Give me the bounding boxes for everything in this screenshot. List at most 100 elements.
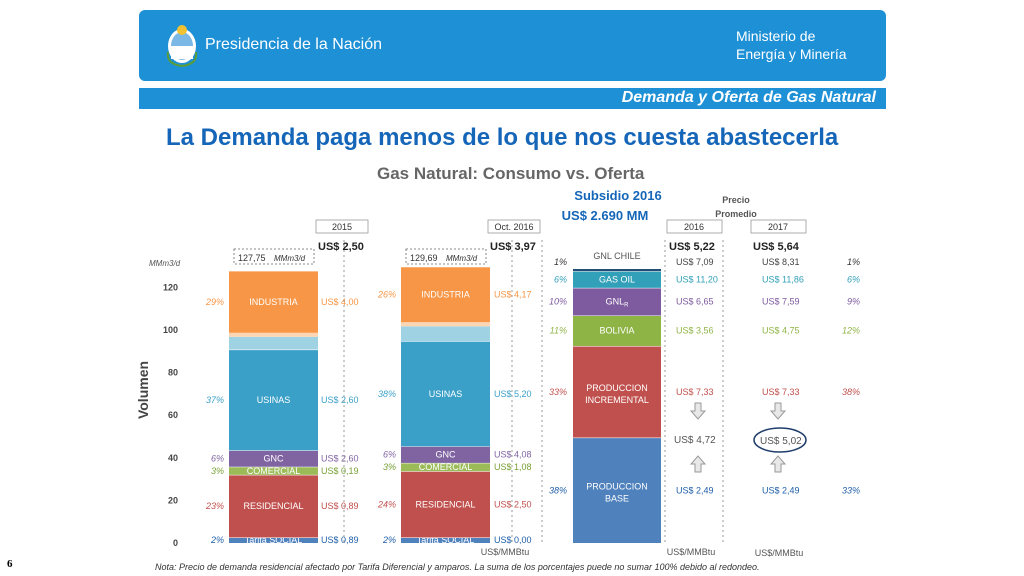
supply-segment-gnl xyxy=(573,287,661,316)
bar-segment-comercial xyxy=(401,462,490,472)
segment-price: US$ 2,50 xyxy=(494,499,532,509)
supply-percent-2017: 6% xyxy=(847,275,860,285)
supply-price-2016: US$ 6,65 xyxy=(676,297,714,307)
segment-price: US$ 2,60 xyxy=(321,395,359,405)
local-price-2017: US$ 5,02 xyxy=(760,436,802,447)
header-banner xyxy=(139,10,886,81)
bar-segment-industria xyxy=(401,266,490,323)
presidency-label: Presidencia de la Nación xyxy=(205,36,382,53)
supply-percent-2016: 1% xyxy=(554,257,567,267)
slide-title: La Demanda paga menos de lo que nos cues… xyxy=(166,124,839,151)
bar-segment-gnc xyxy=(401,446,490,463)
year-label: 2017 xyxy=(768,222,788,232)
total-box xyxy=(233,248,315,265)
segment-percent: 23% xyxy=(205,501,224,511)
supply-percent-2016: 38% xyxy=(549,485,567,495)
supply-percent-2016: 11% xyxy=(550,326,567,336)
chart-title: Gas Natural: Consumo vs. Oferta xyxy=(377,164,645,183)
bar-segment-tarifa-social xyxy=(229,537,318,543)
supply-percent-2017: 33% xyxy=(842,485,860,495)
segment-label: Tarifa SOCIAL xyxy=(245,535,303,545)
segment-price: US$ 0,89 xyxy=(321,501,359,511)
price-unit-label: US$/MMBtu xyxy=(481,547,530,557)
bar-segment-industria xyxy=(229,270,318,333)
year-tag-box xyxy=(666,219,723,234)
y-tick-label: 40 xyxy=(168,453,178,463)
segment-percent: 26% xyxy=(377,289,396,299)
year-tag-box xyxy=(750,219,807,234)
y-tick-label: 100 xyxy=(163,325,178,335)
segment-price: US$ 0,19 xyxy=(321,466,359,476)
segment-label: USINAS xyxy=(257,395,291,405)
bar-segment-gnc xyxy=(229,450,318,467)
period-label: Oct. 2016 xyxy=(494,222,533,232)
segment-label: Tarifa SOCIAL xyxy=(417,535,475,545)
bar-segment-band xyxy=(401,322,490,327)
segment-label: BOLIVIA xyxy=(599,326,634,336)
supply-price-2017: US$ 2,49 xyxy=(762,485,800,495)
segment-price: US$ 2,60 xyxy=(321,454,359,464)
y-tick-label: 0 xyxy=(173,538,178,548)
y-tick-label: 60 xyxy=(168,410,178,420)
y-tick-label: 20 xyxy=(168,495,178,505)
supply-price-2017: US$ 8,31 xyxy=(762,257,800,267)
bar-segment-band xyxy=(229,336,318,350)
total-value: 127,75 xyxy=(238,253,266,263)
y-tick-label: 120 xyxy=(163,282,178,292)
supply-percent-2017: 9% xyxy=(847,297,860,307)
segment-percent: 2% xyxy=(210,535,224,545)
supply-price-2016: US$ 7,33 xyxy=(676,387,714,397)
supply-percent-2017: 12% xyxy=(842,326,860,336)
bar-segment-tarifa-social xyxy=(401,537,490,543)
supply-percent-2016: 6% xyxy=(554,275,567,285)
segment-percent: 2% xyxy=(382,535,396,545)
segment-price: US$ 0,89 xyxy=(321,535,359,545)
subsidy-label: Subsidio 2016 xyxy=(574,188,661,203)
page-number: 6 xyxy=(7,558,13,570)
segment-label: RESIDENCIAL xyxy=(243,501,303,511)
year-label: 2016 xyxy=(684,222,704,232)
supply-price-2017: US$ 4,75 xyxy=(762,326,800,336)
segment-percent: 3% xyxy=(383,462,396,472)
total-unit: MMm3/d xyxy=(274,254,306,263)
supply-segment-gas-oil xyxy=(573,271,661,288)
supply-segment-produccion-base xyxy=(573,437,661,543)
segment-label: PRODUCCION xyxy=(586,383,648,393)
supply-price-2017: US$ 7,33 xyxy=(762,387,800,397)
section-bar: Demanda y Oferta de Gas Natural xyxy=(139,88,886,109)
y-tick-label: 80 xyxy=(168,368,178,378)
supply-average-price: US$ 5,64 xyxy=(753,241,800,253)
supply-price-2016: US$ 11,20 xyxy=(676,275,718,285)
y-unit-label: MMm3/d xyxy=(149,259,181,268)
supply-price-2016: US$ 3,56 xyxy=(676,326,714,336)
segment-price: US$ 4,08 xyxy=(494,450,532,460)
arrow-up-icon xyxy=(689,455,707,473)
supply-price-2017: US$ 11,86 xyxy=(762,275,804,285)
supply-percent-2016: 10% xyxy=(549,297,567,307)
highlight-ellipse xyxy=(753,427,807,453)
segment-price: US$ 4,00 xyxy=(321,297,359,307)
segment-percent: 37% xyxy=(206,395,224,405)
arrow-down-icon xyxy=(769,402,787,420)
price-unit-label: US$/MMBtu xyxy=(755,548,804,558)
segment-label: INDUSTRIA xyxy=(249,297,298,307)
segment-percent: 6% xyxy=(211,454,224,464)
supply-segment-gnl-chile xyxy=(573,268,661,272)
bar-segment-band xyxy=(229,332,318,337)
segment-label: BASE xyxy=(605,493,629,503)
ministry-line-2: Energía y Minería xyxy=(736,46,847,62)
segment-label: USINAS xyxy=(429,389,463,399)
bar-segment-residencial xyxy=(401,471,490,538)
average-price: US$ 2,50 xyxy=(318,241,364,253)
ministry-label: Ministerio de Energía y Minería xyxy=(736,27,847,63)
segment-label: GNC xyxy=(264,454,285,464)
segment-percent: 29% xyxy=(205,297,224,307)
price-header: Precio xyxy=(722,195,750,205)
segment-label: PRODUCCION xyxy=(586,481,648,491)
supply-price-2016: US$ 7,09 xyxy=(676,257,714,267)
bar-segment-band xyxy=(401,326,490,342)
segment-price: US$ 4,17 xyxy=(494,289,532,299)
segment-percent: 24% xyxy=(377,499,396,509)
segment-label: COMERCIAL xyxy=(247,466,301,476)
